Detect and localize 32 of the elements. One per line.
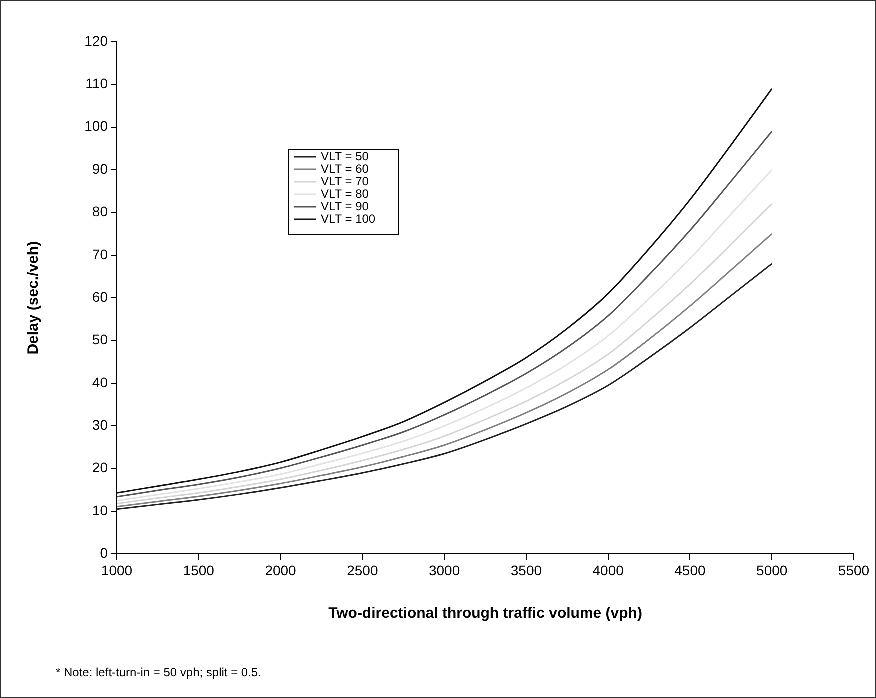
y-tick-label: 90 [92,160,108,177]
x-tick-label: 4000 [592,562,624,578]
y-axis-title: Delay (sec./veh) [25,241,42,355]
y-tick-label: 10 [92,502,108,518]
y-tick-label: 60 [92,288,108,305]
legend-label: VLT = 100 [321,212,376,226]
y-tick-label: 20 [92,460,108,476]
x-tick-label: 5500 [838,562,870,578]
x-tick-label: 1500 [183,562,215,578]
x-tick-label: 3500 [510,562,542,578]
x-tick-label: 1000 [101,562,133,578]
x-tick-label: 2000 [265,562,297,578]
x-tick-label: 4500 [674,562,706,578]
x-axis-title: Two-directional through traffic volume (vph) [328,605,642,622]
legend-label: VLT = 70 [321,174,370,188]
x-tick-label: 3000 [428,562,460,578]
y-tick-label: 100 [84,118,108,134]
y-tick-label: 40 [92,374,108,390]
legend-label: VLT = 80 [321,186,370,201]
x-tick-label: 2500 [347,562,378,578]
y-tick-label: 50 [92,332,108,348]
y-tick-label: 80 [92,204,108,220]
y-tick-label: 30 [92,417,108,434]
legend-label: VLT = 60 [321,162,370,176]
text: * Note: left-turn-in = 50 vph; split = 0.5. [56,665,262,680]
legend-label: VLT = 90 [321,199,370,214]
x-tick-label: 5000 [756,562,788,578]
y-tick-label: 110 [86,76,108,92]
y-tick-label: 0 [100,545,108,562]
y-tick-label: 120 [84,32,108,49]
y-tick-label: 70 [92,246,108,262]
legend-label: VLT = 50 [321,149,370,164]
